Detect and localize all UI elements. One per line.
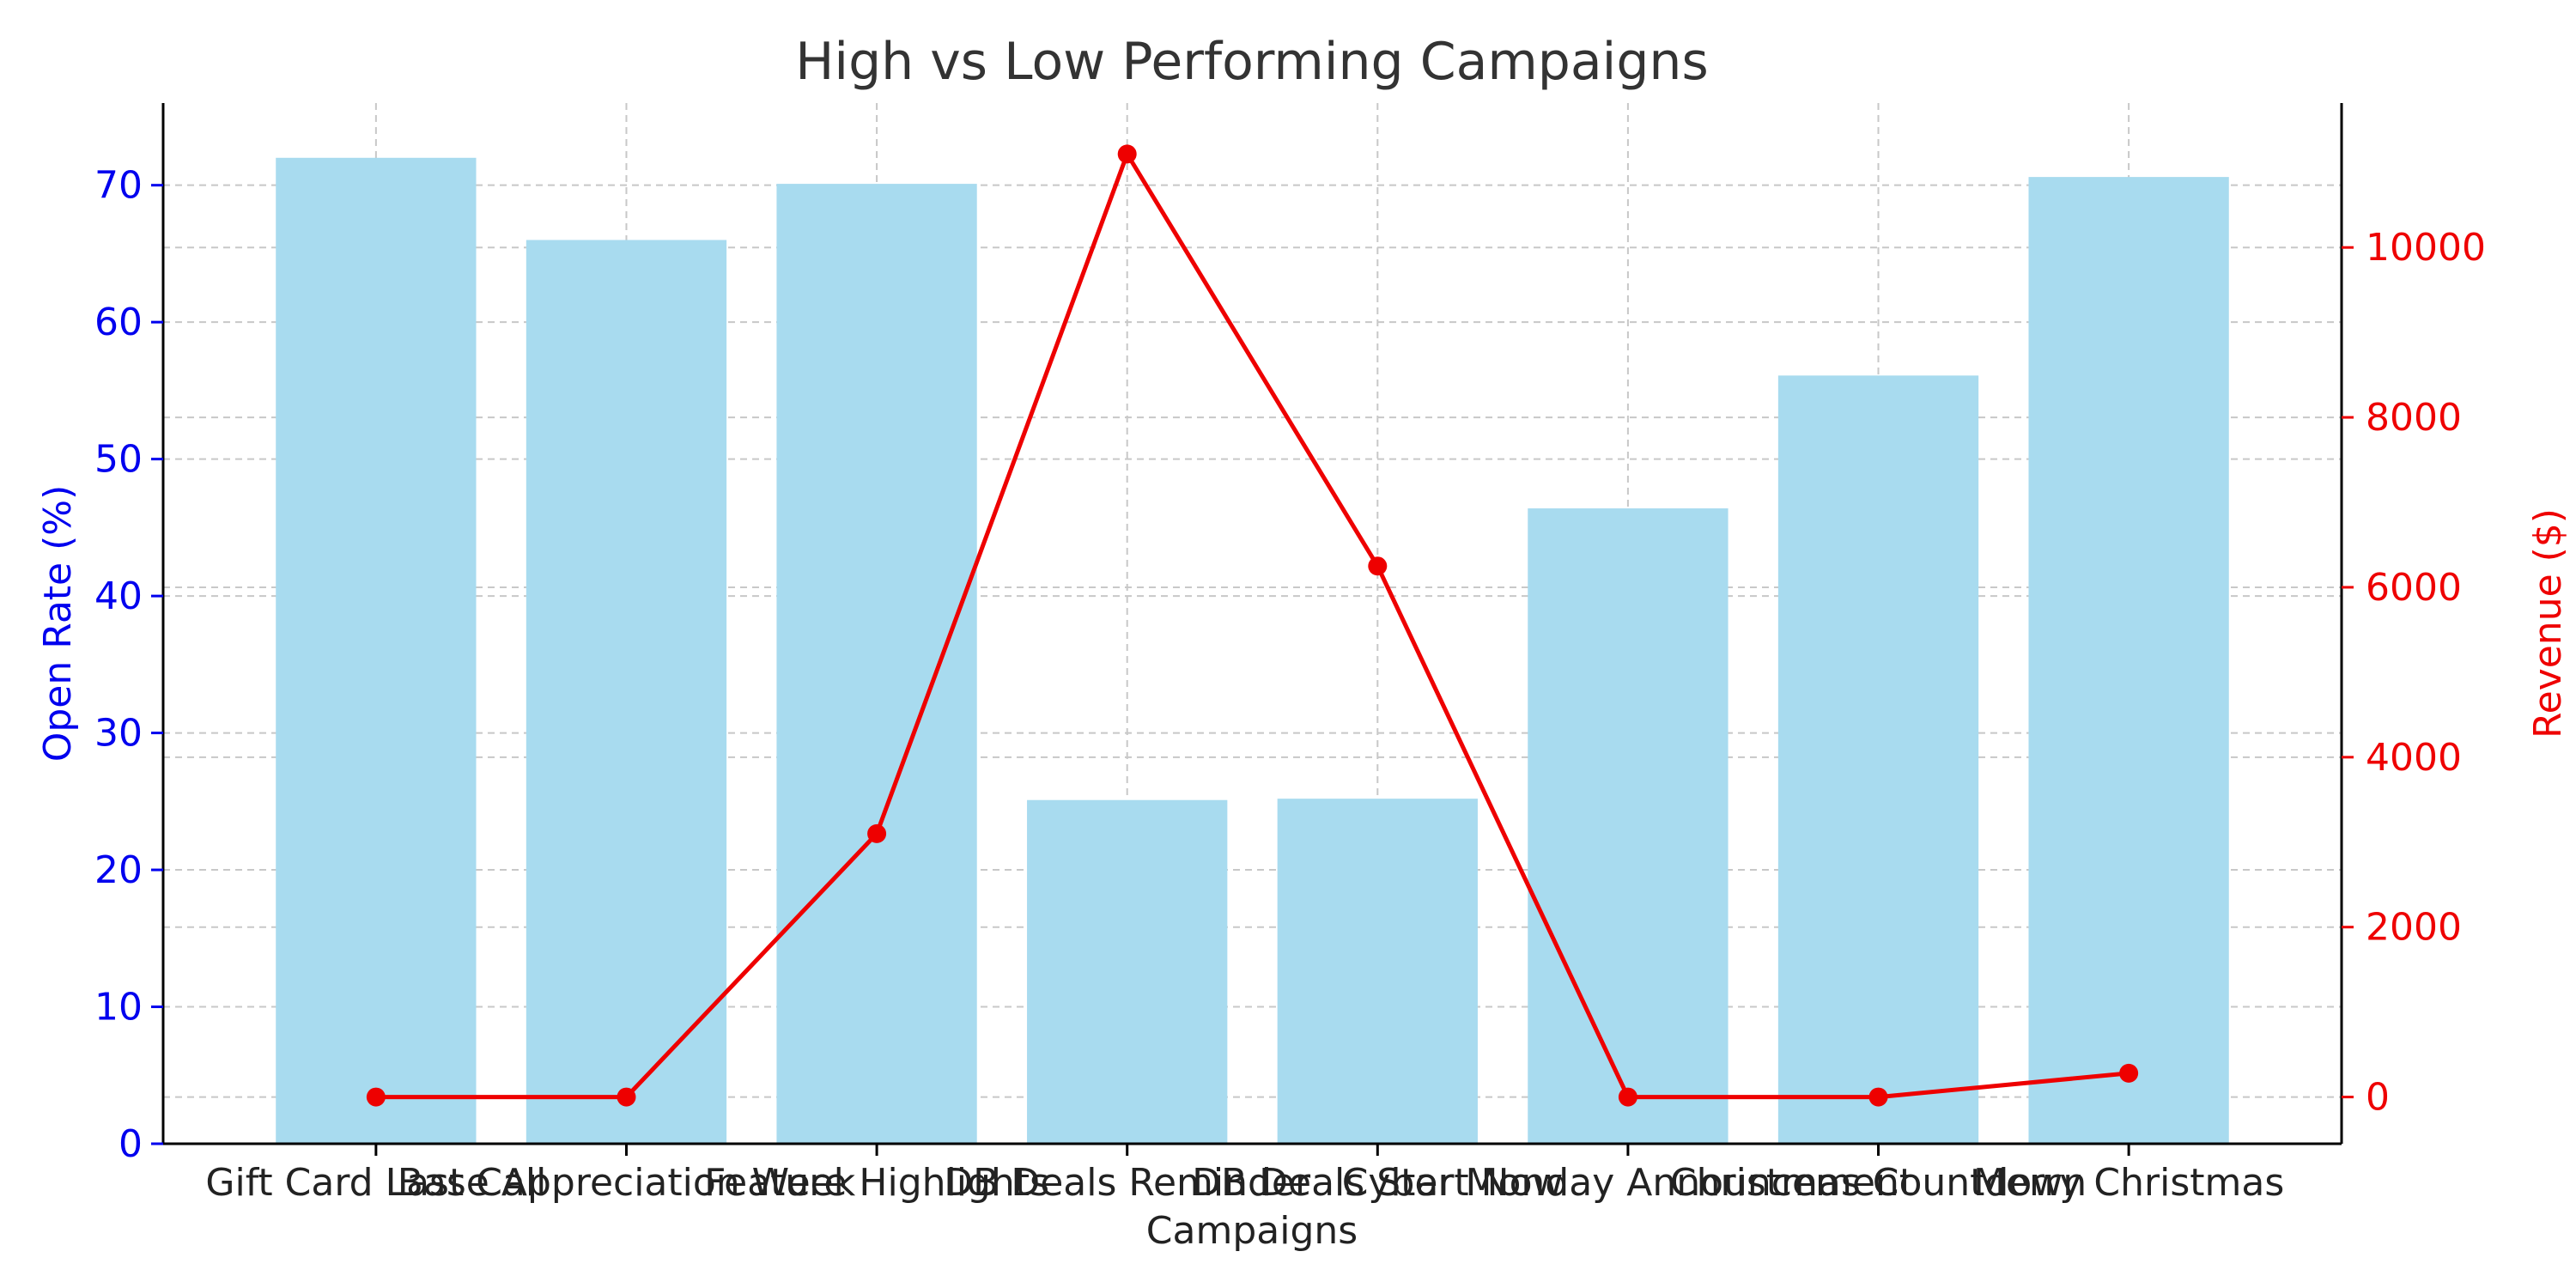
bar — [1777, 375, 1979, 1144]
x-axis-label: Campaigns — [1146, 1209, 1358, 1253]
plot-spines — [161, 103, 2342, 1145]
bar — [776, 184, 977, 1144]
right-y-tick-label: 4000 — [2366, 736, 2462, 780]
left-y-tick-label: 20 — [94, 848, 143, 892]
x-tick-label: Feature Highlights — [704, 1161, 1049, 1205]
bar — [2028, 177, 2229, 1145]
x-tick-label: DB Deals Reminder — [944, 1161, 1311, 1205]
x-tick-label: Cyber Monday Announcement — [1342, 1161, 1914, 1205]
x-tick-label: Merry Christmas — [1973, 1161, 2284, 1205]
revenue-point — [1117, 144, 1137, 164]
revenue-point — [617, 1087, 636, 1107]
left-y-tick-label: 40 — [94, 574, 143, 618]
grid-layer — [163, 103, 2342, 1145]
bar-layer — [276, 157, 2229, 1145]
right-y-tick-label: 0 — [2366, 1076, 2390, 1120]
x-tick-label: DB Deals Start Now — [1192, 1161, 1563, 1205]
label-layer: High vs Low Performing Campaigns Campaig… — [36, 32, 2570, 1253]
left-y-tick-label: 70 — [94, 164, 143, 208]
revenue-point — [1618, 1087, 1637, 1107]
bar — [1027, 799, 1228, 1144]
bar — [526, 240, 727, 1145]
x-tick-label: Gift Card Last Call — [205, 1161, 546, 1205]
left-y-tick-label: 30 — [94, 712, 143, 756]
revenue-point — [1368, 556, 1388, 576]
chart-title: High vs Low Performing Campaigns — [795, 32, 1708, 92]
left-y-tick-label: 0 — [118, 1122, 143, 1166]
right-y-tick-label: 10000 — [2366, 226, 2486, 270]
axis-layer: 0 10 20 30 40 50 60 70 0 2000 4000 6000 8000 10000 Gif… — [94, 103, 2486, 1205]
line-layer — [366, 144, 2139, 1107]
left-y-axis-label: Open Rate (%) — [36, 485, 80, 762]
left-y-tick-label: 10 — [94, 986, 143, 1030]
revenue-point — [2119, 1063, 2139, 1083]
right-y-tick-label: 6000 — [2366, 566, 2462, 610]
right-y-tick-label: 8000 — [2366, 396, 2462, 440]
revenue-point — [1868, 1087, 1888, 1107]
bar — [1277, 799, 1478, 1144]
left-y-tick-label: 60 — [94, 301, 143, 344]
bar — [1528, 508, 1728, 1144]
left-y-tick-label: 50 — [94, 438, 143, 482]
x-tick-label: Christmas Countdown — [1670, 1161, 2087, 1205]
right-y-axis-label: Revenue ($) — [2526, 508, 2570, 738]
right-y-tick-label: 2000 — [2366, 906, 2462, 950]
revenue-line — [375, 151, 2129, 1100]
revenue-point — [366, 1087, 386, 1107]
x-tick-label: Base Appreciation Week — [398, 1161, 856, 1205]
revenue-point — [867, 823, 887, 843]
bar — [276, 157, 477, 1145]
